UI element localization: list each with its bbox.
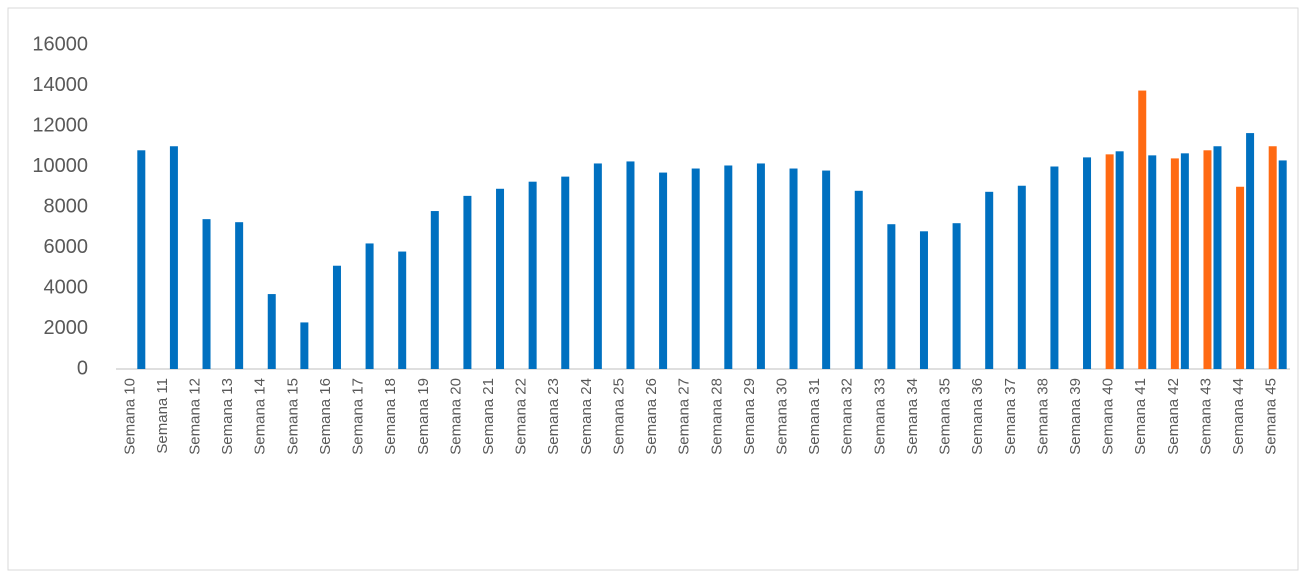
bar <box>952 223 961 369</box>
bar <box>137 150 146 369</box>
bar <box>561 176 570 369</box>
x-tick-label: Semana 26 <box>643 378 660 455</box>
x-tick-label: Semana 13 <box>219 378 236 455</box>
x-tick-label: Semana 37 <box>1002 378 1019 455</box>
bar <box>169 146 178 369</box>
bar <box>1213 146 1222 369</box>
x-tick-label: Semana 34 <box>904 378 921 455</box>
bar <box>659 172 668 369</box>
x-tick-label: Semana 40 <box>1100 378 1117 455</box>
bar <box>1236 186 1245 369</box>
bar <box>985 191 994 369</box>
y-tick-label: 0 <box>77 357 88 379</box>
y-tick-label: 16000 <box>32 33 88 55</box>
bar <box>267 294 276 369</box>
x-tick-label: Semana 21 <box>480 378 497 455</box>
x-tick-label: Semana 27 <box>676 378 693 455</box>
bar <box>398 251 407 369</box>
y-tick-label: 2000 <box>44 317 89 339</box>
bar <box>463 195 472 369</box>
bar <box>528 181 537 369</box>
x-tick-label: Semana 41 <box>1132 378 1149 455</box>
y-tick-label: 14000 <box>32 74 88 96</box>
bar <box>887 224 896 369</box>
x-tick-label: Semana 35 <box>937 378 954 455</box>
x-tick-label: Semana 44 <box>1230 378 1247 455</box>
bar <box>593 163 602 369</box>
x-tick-label: Semana 20 <box>447 378 464 455</box>
bar <box>1138 90 1147 369</box>
x-tick-label: Semana 19 <box>415 378 432 455</box>
x-tick-label: Semana 30 <box>773 378 790 455</box>
bar <box>1050 166 1059 369</box>
bar <box>1278 160 1287 369</box>
x-tick-label: Semana 16 <box>317 378 334 455</box>
x-tick-label: Semana 18 <box>382 378 399 455</box>
x-tick-label: Semana 11 <box>154 378 171 454</box>
x-tick-label: Semana 29 <box>741 378 758 455</box>
x-tick-label: Semana 33 <box>871 378 888 455</box>
x-tick-label: Semana 39 <box>1067 378 1084 455</box>
x-tick-label: Semana 17 <box>350 378 367 455</box>
bar <box>1170 158 1179 369</box>
x-tick-label: Semana 32 <box>839 378 856 455</box>
x-tick-label: Semana 45 <box>1263 378 1280 455</box>
x-tick-label: Semana 12 <box>186 378 203 455</box>
x-tick-label: Semana 10 <box>121 378 138 455</box>
bar <box>919 231 928 369</box>
bar <box>300 322 309 369</box>
x-tick-label: Semana 31 <box>806 378 823 455</box>
x-tick-label: Semana 14 <box>252 378 269 455</box>
x-tick-label: Semana 25 <box>610 378 627 455</box>
bar <box>332 265 341 369</box>
bar <box>691 168 700 369</box>
bar <box>1017 185 1026 369</box>
x-tick-label: Semana 23 <box>545 378 562 455</box>
y-tick-label: 10000 <box>32 155 88 177</box>
x-tick-label: Semana 43 <box>1197 378 1214 455</box>
bar <box>789 168 798 369</box>
bar <box>202 219 211 369</box>
x-tick-label: Semana 22 <box>513 378 530 455</box>
bar <box>822 170 831 369</box>
y-tick-label: 12000 <box>32 114 88 136</box>
bar <box>235 222 244 369</box>
bar <box>1246 133 1255 369</box>
x-tick-label: Semana 38 <box>1034 378 1051 455</box>
bar <box>496 188 505 369</box>
bar <box>365 243 374 369</box>
bar <box>1203 150 1212 369</box>
y-tick-label: 8000 <box>44 195 89 217</box>
x-tick-label: Semana 28 <box>708 378 725 455</box>
bar <box>1105 154 1114 369</box>
bar <box>724 165 733 369</box>
bar <box>1148 155 1157 369</box>
bar <box>854 190 863 369</box>
bar <box>1115 151 1124 369</box>
bar <box>430 211 439 369</box>
x-tick-label: Semana 24 <box>578 378 595 455</box>
bar <box>626 161 635 369</box>
bar <box>756 163 765 369</box>
x-tick-label: Semana 36 <box>969 378 986 455</box>
y-tick-label: 6000 <box>44 236 89 258</box>
y-tick-label: 4000 <box>44 276 89 298</box>
chart-frame <box>7 7 1299 571</box>
bar <box>1268 146 1277 369</box>
x-tick-label: Semana 42 <box>1165 378 1182 455</box>
x-tick-label: Semana 15 <box>284 378 301 455</box>
bar <box>1083 157 1092 369</box>
bar <box>1180 153 1189 369</box>
